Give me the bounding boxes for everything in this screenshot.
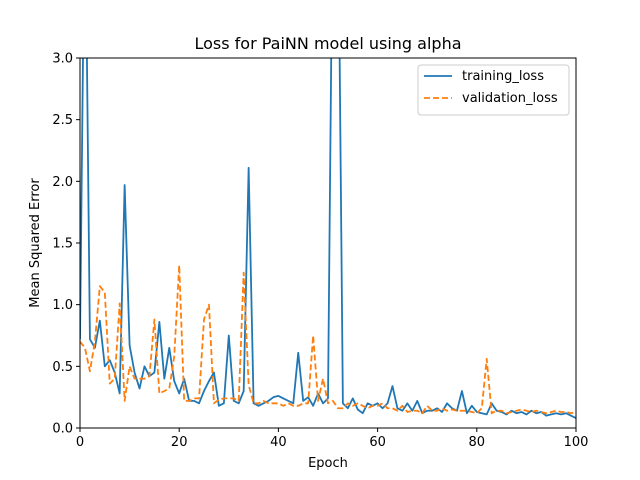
- y-tick-label: 0.0: [52, 422, 73, 437]
- x-tick-label: 60: [369, 435, 386, 450]
- plot-frame: [79, 57, 577, 429]
- x-tick-label: 40: [270, 435, 287, 450]
- y-tick-label: 3.0: [52, 52, 73, 67]
- legend-label-validation: validation_loss: [462, 91, 558, 106]
- y-tick-label: 1.5: [52, 237, 73, 252]
- series-line-training-loss: [80, 58, 576, 419]
- x-tick-label: 0: [76, 435, 84, 450]
- x-tick-label: 20: [171, 435, 188, 450]
- axis-ticks: 0 20 40 60 80 100 0.0 0.5 1.0 1.5 2.0 2.5 3.0: [52, 52, 588, 451]
- x-tick-label: 100: [564, 435, 589, 450]
- chart-title: Loss for PaiNN model using alpha: [194, 34, 461, 53]
- legend: training_loss validation_loss: [417, 64, 570, 116]
- series-line-validation-loss: [80, 264, 576, 415]
- y-tick-label: 1.0: [52, 298, 73, 313]
- y-axis-label: Mean Squared Error: [28, 178, 43, 308]
- y-tick-label: 2.5: [52, 113, 73, 128]
- series-lines: [80, 58, 576, 419]
- y-tick-label: 0.5: [52, 360, 73, 375]
- x-axis-label: Epoch: [308, 456, 348, 471]
- x-tick-label: 80: [469, 435, 486, 450]
- y-tick-label: 2.0: [52, 175, 73, 190]
- legend-box: [417, 64, 570, 116]
- legend-label-training: training_loss: [462, 69, 544, 84]
